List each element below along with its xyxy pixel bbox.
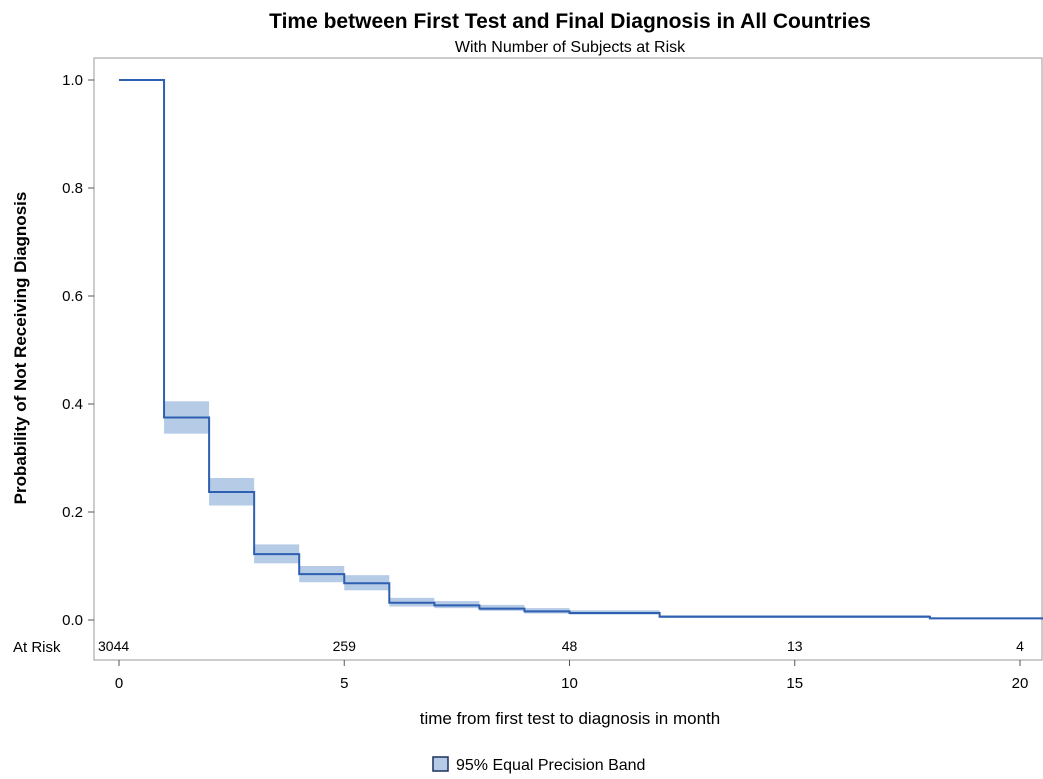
survival-curve-layer <box>119 79 1043 620</box>
legend: 95% Equal Precision Band <box>432 756 645 774</box>
x-tick-label-0: 0 <box>115 675 123 692</box>
y-axis: 0.0 0.2 0.4 0.6 0.8 1.0 <box>62 72 94 629</box>
at-risk-value-1: 259 <box>333 638 357 654</box>
x-tick-label-2: 10 <box>561 675 578 692</box>
at-risk-value-3: 13 <box>787 638 803 654</box>
at-risk-value-2: 48 <box>562 638 578 654</box>
y-tick-label-1: 0.2 <box>62 504 83 521</box>
at-risk-row: 3044 259 48 13 4 <box>98 638 1024 654</box>
x-tick-label-1: 5 <box>340 675 348 692</box>
legend-label: 95% Equal Precision Band <box>456 757 645 774</box>
y-tick-label-4: 0.8 <box>62 180 83 197</box>
y-tick-label-2: 0.4 <box>62 396 83 413</box>
y-tick-label-0: 0.0 <box>62 612 83 629</box>
y-axis-label: Probability of Not Receiving Diagnosis <box>11 192 30 505</box>
plot-frame <box>93 57 1043 661</box>
confidence-band-layer <box>164 401 1043 619</box>
chart-subtitle: With Number of Subjects at Risk <box>455 39 686 56</box>
survival-curve <box>119 79 1043 620</box>
y-tick-label-5: 1.0 <box>62 72 83 89</box>
x-axis-label: time from first test to diagnosis in mon… <box>420 709 720 728</box>
x-tick-label-4: 20 <box>1012 675 1029 692</box>
chart-title: Time between First Test and Final Diagno… <box>269 10 871 33</box>
x-axis: 0 5 10 15 20 <box>115 660 1029 692</box>
legend-swatch <box>432 756 449 772</box>
y-tick-label-3: 0.6 <box>62 288 83 305</box>
at-risk-label: At Risk <box>13 639 61 656</box>
x-tick-label-3: 15 <box>786 675 803 692</box>
at-risk-value-4: 4 <box>1016 638 1024 654</box>
at-risk-value-0: 3044 <box>98 638 129 654</box>
